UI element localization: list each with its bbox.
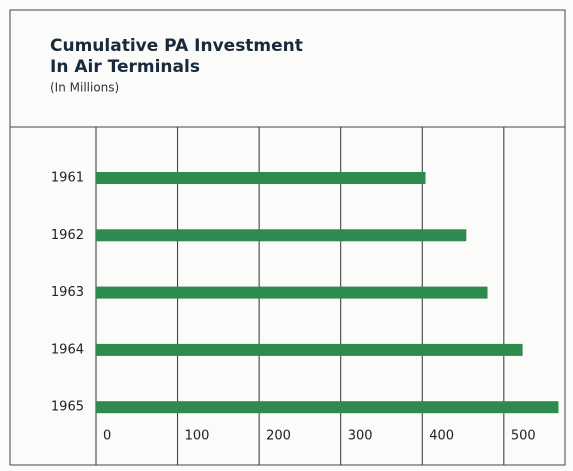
y-tick-label: 1961 bbox=[51, 171, 84, 186]
bar bbox=[96, 229, 467, 242]
x-tick-label: 400 bbox=[429, 429, 454, 444]
bar bbox=[96, 172, 426, 184]
x-tick-label: 0 bbox=[103, 429, 111, 444]
y-tick-label: 1964 bbox=[51, 342, 84, 357]
y-tick-label: 1962 bbox=[51, 228, 84, 243]
frame bbox=[9, 9, 566, 466]
x-tick-label: 500 bbox=[511, 429, 536, 444]
chart-title: In Air Terminals bbox=[50, 57, 200, 77]
y-tick-label: 1963 bbox=[51, 285, 84, 300]
bar bbox=[96, 343, 523, 356]
bar bbox=[96, 286, 488, 299]
x-tick-label: 200 bbox=[266, 429, 291, 444]
chart-title: Cumulative PA Investment bbox=[50, 36, 303, 56]
bar bbox=[96, 401, 559, 414]
y-tick-label: 1965 bbox=[51, 400, 84, 415]
chart-subtitle: (In Millions) bbox=[50, 81, 119, 95]
x-tick-label: 300 bbox=[348, 429, 373, 444]
x-tick-label: 100 bbox=[185, 429, 210, 444]
